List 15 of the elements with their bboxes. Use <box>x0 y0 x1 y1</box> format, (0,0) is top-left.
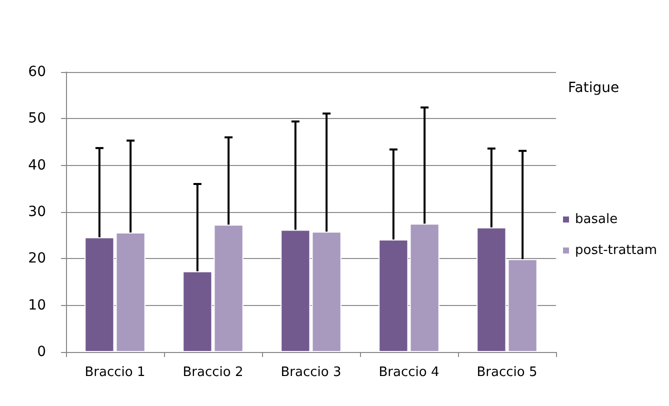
x-tick-label: Braccio 5 <box>476 365 538 380</box>
y-tick-label: 10 <box>28 297 46 314</box>
x-tick-label: Braccio 3 <box>280 365 342 380</box>
y-tick-label: 60 <box>28 64 46 80</box>
y-tick-label: 40 <box>28 157 46 174</box>
y-tick-label: 50 <box>28 110 46 127</box>
legend-label: post-trattam <box>575 243 657 258</box>
y-tick-label: 30 <box>28 204 46 220</box>
x-tick-label: Braccio 4 <box>378 365 440 380</box>
x-tick-label: Braccio 2 <box>182 365 244 380</box>
text: Fatigue <box>568 80 620 96</box>
x-tick-label: Braccio 1 <box>84 365 146 380</box>
y-tick-label: 20 <box>28 250 46 267</box>
legend-label: basale <box>575 212 618 227</box>
y-tick-label: 0 <box>37 344 46 360</box>
